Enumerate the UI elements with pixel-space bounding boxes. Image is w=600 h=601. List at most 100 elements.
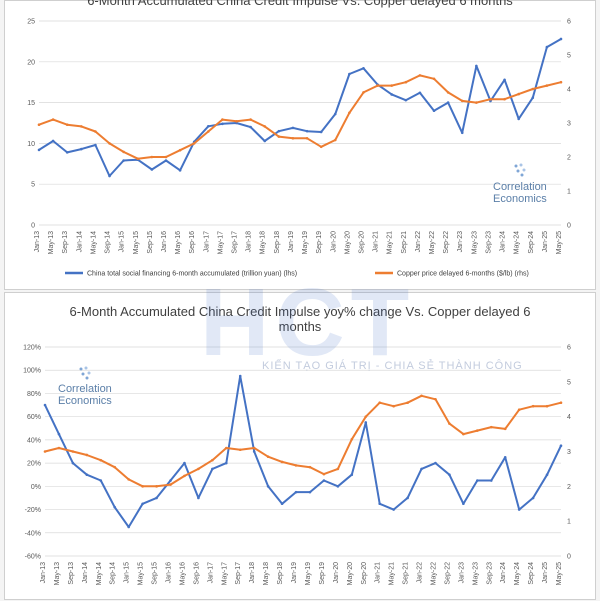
top-chart-point-1 (150, 155, 154, 159)
top-chart-point-1 (108, 142, 111, 145)
top-chart-y-left-tick: 25 (27, 19, 35, 26)
bottom-chart-y-right-tick: 3 (567, 449, 571, 456)
bottom-chart-point-1 (462, 432, 465, 436)
top-chart-x-tick: Jan-13 (34, 231, 41, 253)
top-chart-x-tick: Jan-15 (119, 231, 126, 253)
top-chart-point-0 (122, 159, 125, 162)
bottom-chart-y-left-tick: 60% (27, 414, 41, 421)
top-chart-point-0 (150, 168, 154, 171)
top-chart-point-1 (390, 84, 394, 87)
top-chart-series-line-0 (38, 38, 562, 177)
bottom-chart-y-right-tick: 5 (567, 379, 571, 386)
bottom-chart-x-tick: Sep-24 (528, 562, 535, 585)
top-chart-point-1 (122, 150, 125, 154)
top-chart-x-tick: Jan-21 (373, 231, 380, 253)
top-chart-x-tick: Sep-20 (358, 231, 365, 254)
top-chart-x-tick: May-14 (90, 231, 97, 254)
top-chart-point-0 (305, 129, 309, 133)
bottom-chart-point-0 (85, 473, 89, 477)
brand-correlation-economics: Correlation Economics (493, 181, 547, 205)
top-chart-x-tick: May-13 (48, 231, 55, 254)
bottom-chart-y-right-tick: 6 (567, 345, 571, 352)
bottom-chart-point-0 (197, 496, 200, 500)
bottom-chart-point-1 (322, 472, 326, 476)
top-chart-x-tick: May-16 (175, 231, 182, 254)
bottom-chart-x-tick: Sep-14 (110, 562, 117, 585)
top-chart-point-1 (305, 137, 309, 140)
bottom-chart-x-tick: Sep-13 (68, 562, 75, 585)
bottom-chart-series-line-0 (44, 375, 562, 528)
bottom-chart-point-1 (420, 394, 423, 398)
bottom-chart-point-0 (364, 421, 368, 424)
top-chart-point-0 (503, 78, 506, 82)
top-chart-point-0 (418, 91, 422, 95)
top-chart-point-1 (94, 130, 97, 133)
top-chart-x-tick: May-24 (514, 231, 521, 254)
bottom-chart-point-1 (141, 485, 144, 488)
bottom-chart-point-0 (211, 467, 214, 471)
top-chart-x-tick: Jan-14 (76, 231, 83, 253)
top-chart-y-left-tick: 5 (31, 182, 35, 189)
bottom-chart-point-0 (71, 461, 75, 465)
bottom-chart-y-left-tick: 0% (31, 484, 41, 491)
chart-title-bottom: 6-Month Accumulated China Credit Impulse… (69, 304, 531, 334)
bottom-chart-x-tick: Sep-16 (193, 562, 200, 585)
top-chart-point-1 (164, 155, 168, 159)
bottom-chart-y-left-tick: 100% (23, 368, 41, 375)
bottom-chart-y-left-tick: 80% (27, 391, 41, 398)
top-chart-point-1 (37, 123, 41, 126)
bottom-chart-x-tick: May-19 (305, 562, 312, 585)
top-chart-x-tick: Jan-20 (330, 231, 337, 253)
bottom-chart-point-1 (280, 460, 284, 464)
top-chart-point-0 (277, 129, 281, 133)
bottom-chart-point-1 (71, 450, 75, 453)
bottom-chart-point-0 (489, 479, 493, 482)
top-chart-point-0 (94, 143, 97, 147)
bottom-chart-point-1 (113, 465, 117, 469)
top-chart-point-0 (460, 131, 464, 135)
top-chart-y-right-tick: 0 (567, 223, 571, 230)
bottom-chart-x-tick: May-23 (472, 562, 479, 585)
top-chart-x-tick: Jan-18 (246, 231, 253, 253)
top-chart-point-0 (362, 67, 365, 70)
bottom-chart-point-0 (448, 473, 451, 477)
bottom-chart-x-tick: May-21 (389, 562, 396, 585)
top-chart-y-left-tick: 15 (27, 100, 35, 107)
top-chart-x-tick: May-19 (302, 231, 309, 254)
top-chart-point-1 (432, 77, 436, 81)
bottom-chart-x-tick: May-22 (430, 562, 437, 585)
bottom-chart-point-0 (57, 432, 61, 436)
bottom-chart-point-0 (127, 525, 130, 529)
top-chart-point-0 (51, 139, 55, 143)
bottom-chart-point-1 (378, 401, 382, 405)
bottom-chart-x-tick: May-13 (54, 562, 61, 585)
top-chart-point-0 (164, 159, 168, 162)
bottom-chart-point-1 (350, 438, 354, 441)
top-chart-legend-label: Copper price delayed 6-months ($/lb) (rh… (397, 271, 529, 278)
top-chart-point-0 (545, 45, 549, 49)
bottom-chart-point-0 (266, 485, 270, 488)
top-chart-point-1 (348, 111, 351, 115)
bottom-chart-point-0 (378, 502, 382, 506)
top-chart-x-tick: Sep-13 (62, 231, 69, 254)
top-chart-x-tick: Sep-22 (443, 231, 450, 254)
bottom-chart-point-0 (420, 467, 423, 471)
bottom-chart-point-0 (392, 508, 395, 511)
bottom-chart-x-tick: May-16 (179, 562, 186, 585)
top-chart-point-0 (178, 169, 182, 172)
bottom-chart-x-tick: May-15 (138, 562, 145, 585)
bottom-chart-point-1 (434, 397, 437, 401)
top-chart-y-right-tick: 6 (567, 19, 571, 26)
bottom-chart-y-left-tick: 40% (27, 437, 41, 444)
bottom-chart-point-1 (252, 446, 256, 450)
top-chart-x-tick: Sep-14 (105, 231, 112, 254)
top-chart-point-1 (489, 97, 492, 101)
top-chart-x-tick: Sep-16 (189, 231, 196, 254)
top-chart-y-left-tick: 10 (27, 141, 35, 148)
top-chart-point-1 (80, 125, 83, 128)
top-chart-point-0 (249, 125, 252, 129)
bottom-chart-point-1 (99, 458, 103, 462)
top-chart-y-left-tick: 20 (27, 59, 35, 66)
top-chart-point-1 (418, 74, 422, 77)
bottom-chart-point-1 (169, 483, 172, 486)
